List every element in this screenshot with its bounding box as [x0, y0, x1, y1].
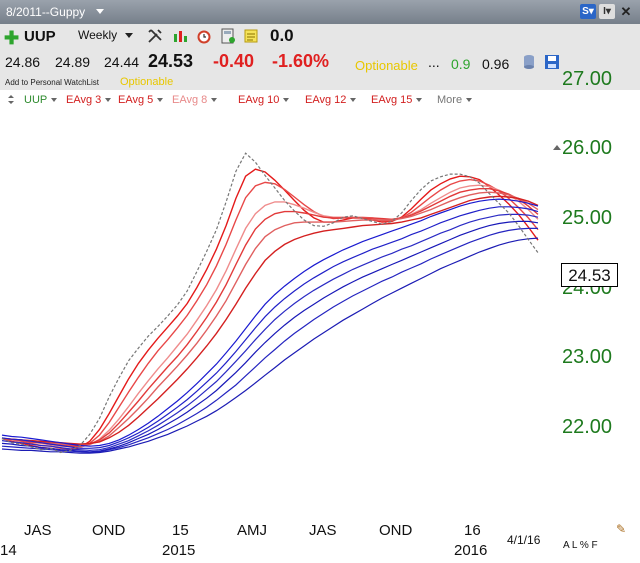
short-ema-line-3 [1, 187, 539, 447]
price-change: -0.40 [213, 51, 255, 71]
x-tick-label: 15 [172, 522, 189, 539]
quote-header: ✚ UUP Weekly 0.0 24.86 24.89 24.44 24.53… [0, 24, 640, 90]
study-dropdown-icon[interactable] [466, 98, 473, 103]
add-to-watchlist-link[interactable]: Add to Personal WatchList [5, 78, 99, 87]
x-tick-sublabel: 2016 [454, 542, 488, 559]
x-tick-label: AMJ [237, 522, 267, 539]
window-title: 8/2011--Guppy [6, 5, 86, 19]
y-tick-label: 22.00 [562, 415, 613, 438]
study-6[interactable]: EAvg 15 [371, 94, 423, 106]
study-label: EAvg 10 [238, 94, 280, 106]
long-ema-line-6 [1, 198, 539, 447]
green-value: 0.9 [451, 56, 471, 72]
long-ema-line-7 [1, 206, 539, 449]
optionable-label: Optionable [355, 58, 418, 73]
x-tick-sublabel: 14 [0, 542, 17, 559]
x-tick-label: 16 [464, 522, 481, 539]
study-label: UUP [24, 94, 48, 106]
study-0[interactable]: UUP [24, 94, 58, 106]
current-date-label: 4/1/16 [507, 533, 541, 547]
more-ellipsis[interactable]: ... [428, 54, 440, 70]
study-5[interactable]: EAvg 12 [305, 94, 357, 106]
study-7[interactable]: More [437, 94, 473, 106]
study-label: EAvg 12 [305, 94, 347, 106]
long-ema-line-8 [1, 213, 539, 452]
long-ema-line-11 [1, 237, 539, 454]
y-tick-label: 25.00 [562, 207, 613, 229]
low-value: 24.44 [104, 54, 140, 70]
long-ema-line-9 [1, 220, 539, 453]
last-value-box: 24.53 [561, 263, 618, 287]
black-value: 0.96 [482, 56, 510, 72]
studies-toggle-icon[interactable] [8, 95, 14, 104]
study-dropdown-icon[interactable] [157, 98, 164, 103]
study-label: EAvg 5 [118, 94, 154, 106]
x-tick-sublabel: 2015 [162, 542, 196, 559]
titlebar-icons: S▾ I▾ ✕ [580, 4, 634, 19]
study-dropdown-icon[interactable] [350, 98, 357, 103]
y-tick-label: 23.00 [562, 346, 613, 369]
short-ema-line-1 [1, 178, 539, 450]
zero-value: 0.0 [270, 26, 294, 45]
study-dropdown-icon[interactable] [105, 98, 112, 103]
study-4[interactable]: EAvg 10 [238, 94, 290, 106]
alarm-clock-icon[interactable] [196, 28, 212, 44]
calculator-icon[interactable] [220, 28, 236, 44]
study-2[interactable]: EAvg 5 [118, 94, 164, 106]
study-dropdown-icon[interactable] [283, 98, 290, 103]
study-dropdown-icon[interactable] [416, 98, 423, 103]
notes-icon[interactable] [243, 28, 259, 44]
x-tick-label: JAS [309, 522, 337, 539]
info-menu-icon[interactable]: I▾ [599, 4, 615, 19]
high-value: 24.89 [55, 54, 91, 70]
study-3[interactable]: EAvg 8 [172, 94, 218, 106]
study-label: EAvg 3 [66, 94, 102, 106]
short-ema-line-4 [1, 191, 539, 446]
database-icon[interactable] [521, 54, 537, 70]
tools-icon[interactable] [147, 28, 163, 44]
x-tick-label: OND [379, 522, 413, 539]
price-change-pct: -1.60% [272, 51, 330, 71]
close-icon[interactable]: ✕ [620, 4, 632, 19]
studies-bar: UUP EAvg 3 EAvg 5 EAvg 8 EAvg 10 EAvg 12 EAvg … [0, 90, 640, 108]
x-tick-label: OND [92, 522, 126, 539]
save-icon[interactable] [544, 54, 560, 70]
optionable-label-secondary: Optionable [120, 76, 174, 88]
title-dropdown-icon[interactable] [96, 9, 104, 14]
last-price: 24.53 [148, 51, 194, 71]
window-titlebar: 8/2011--Guppy S▾ I▾ ✕ [0, 0, 640, 24]
study-label: More [437, 94, 463, 106]
long-ema-line-10 [1, 227, 538, 454]
chart-style-icon[interactable] [172, 28, 188, 44]
s-menu-icon[interactable]: S▾ [580, 4, 596, 19]
short-ema-line-0 [1, 168, 539, 452]
study-dropdown-icon[interactable] [211, 98, 218, 103]
pencil-icon[interactable]: ✎ [616, 522, 627, 536]
short-ema-line-5 [1, 195, 539, 445]
y-tick-label: 26.00 [562, 137, 613, 160]
open-value: 24.86 [5, 54, 41, 70]
period-select[interactable]: Weekly [78, 28, 118, 42]
y-tick-label: 27.00 [562, 67, 613, 90]
study-label: EAvg 8 [172, 94, 208, 106]
x-tick-label: JAS [24, 522, 52, 539]
symbol-label[interactable]: UUP [24, 28, 56, 45]
add-symbol-icon[interactable]: ✚ [4, 28, 20, 48]
scale-options[interactable]: A L % F [563, 540, 598, 551]
scroll-up-icon[interactable] [553, 145, 561, 150]
study-label: EAvg 15 [371, 94, 413, 106]
short-ema-line-2 [1, 184, 539, 448]
study-1[interactable]: EAvg 3 [66, 94, 112, 106]
period-dropdown-icon[interactable] [125, 33, 133, 38]
study-dropdown-icon[interactable] [51, 98, 58, 103]
price-chart[interactable] [0, 108, 548, 520]
